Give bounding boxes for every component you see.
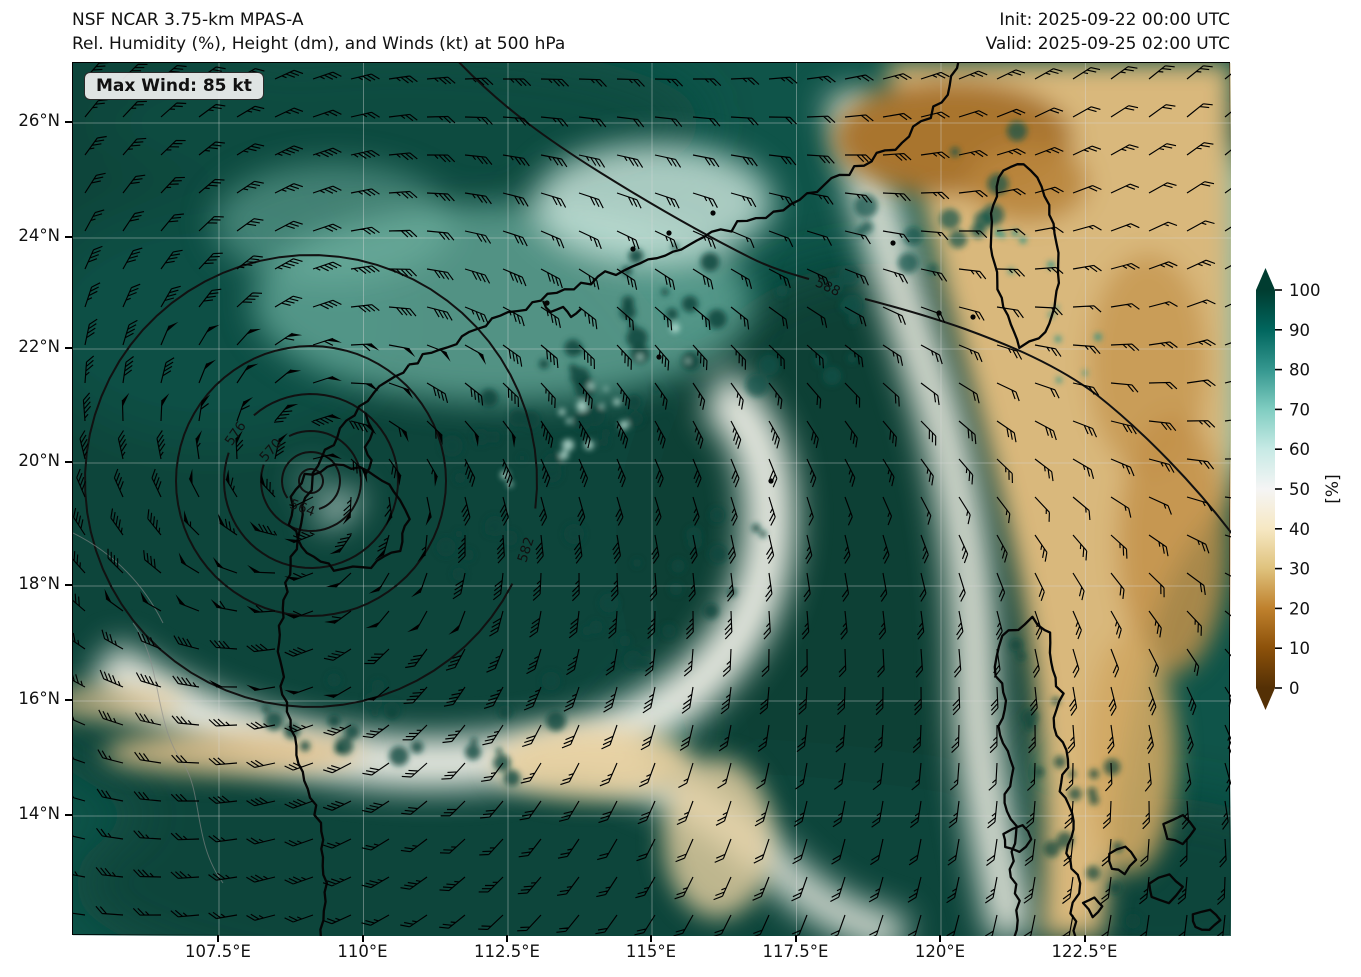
colorbar-bottom-arrow (1256, 688, 1275, 710)
x-tick-label: 112.5°E (474, 942, 540, 961)
height-contour-circle (259, 429, 363, 533)
colorbar-tick-label: 40 (1289, 520, 1310, 539)
x-tick-mark (650, 935, 652, 942)
x-tick-label: 115°E (625, 942, 677, 961)
y-tick-label: 24°N (18, 226, 60, 245)
y-tick-mark (65, 461, 72, 463)
coastline-path (1162, 813, 1197, 846)
wind-barbs (73, 63, 1231, 936)
coastline-path (1081, 896, 1104, 919)
map-plot-area: 564 570 576 582 588 (72, 62, 1231, 936)
humidity-field-dry-air (73, 63, 1231, 936)
x-tick-mark (1083, 935, 1086, 942)
y-tick-mark (65, 814, 72, 816)
height-contour-circle (298, 468, 324, 494)
run-times: Init: 2025-09-22 00:00 UTC Valid: 2025-09… (986, 8, 1230, 56)
convective-speckles (262, 121, 1141, 929)
height-contour-circle (222, 392, 400, 570)
colorbar-tick-label: 80 (1289, 361, 1310, 380)
x-tick-label: 107.5°E (185, 942, 251, 961)
colorbar-unit-label: [%] (1323, 474, 1343, 503)
contour-label-582: 582 (515, 535, 538, 564)
y-tick-label: 18°N (18, 574, 60, 593)
coastline-path (1191, 908, 1222, 932)
border-path (73, 532, 164, 624)
height-contour-circle (280, 450, 342, 510)
contour-588-east (864, 298, 1231, 535)
small-island (656, 354, 662, 360)
coastline-path (1002, 824, 1033, 854)
small-island (710, 210, 716, 216)
colorbar-tick-label: 90 (1289, 321, 1310, 340)
y-tick-label: 26°N (18, 111, 60, 130)
province-borders (73, 532, 224, 884)
x-tick-mark (361, 935, 364, 942)
x-tick-label: 122.5°E (1051, 942, 1118, 961)
x-tick-label: 110°E (337, 942, 388, 961)
coastline-path (1108, 845, 1138, 876)
colorbar-tick-label: 10 (1289, 639, 1310, 658)
small-island (666, 230, 672, 236)
x-tick-mark (939, 935, 941, 942)
colorbar-tick-label: 70 (1289, 400, 1310, 419)
colorbar-gradient-bar (1256, 290, 1275, 688)
y-tick-mark (65, 236, 72, 238)
small-island (544, 300, 550, 306)
y-tick-label: 20°N (18, 451, 60, 470)
valid-time: Valid: 2025-09-25 02:00 UTC (985, 34, 1230, 54)
max-wind-badge: Max Wind: 85 kt (84, 72, 264, 100)
x-tick-mark (217, 935, 219, 942)
colorbar-tick-label: 60 (1289, 440, 1310, 459)
colorbar-tick-label: 100 (1289, 281, 1321, 300)
colorbar-tick-label: 30 (1289, 560, 1310, 579)
height-contours (84, 63, 1231, 708)
border-path (132, 622, 224, 884)
small-island (890, 240, 896, 246)
coastline-path (542, 300, 582, 319)
height-contour-circle (174, 344, 447, 618)
title-line1: NSF NCAR 3.75-km MPAS-A (72, 10, 304, 30)
coastline-path (993, 615, 1082, 936)
colorbar-top-arrow (1256, 268, 1275, 290)
small-island (970, 314, 976, 320)
x-tick-label: 117.5°E (762, 942, 829, 961)
coastline-path (989, 163, 1061, 350)
coastline-path (1148, 873, 1184, 905)
humidity-wind-map: 564 570 576 582 588 (73, 63, 1231, 936)
x-tick-mark (506, 935, 508, 942)
title-line2: Rel. Humidity (%), Height (dm), and Wind… (72, 34, 566, 54)
wind-barb-staffs (73, 63, 1231, 936)
y-tick-mark (65, 584, 72, 586)
small-island (630, 246, 636, 252)
colorbar-tick-label: 50 (1289, 480, 1310, 499)
lat-lon-gridlines (73, 63, 1231, 936)
coastline-path (276, 364, 410, 936)
y-tick-label: 14°N (18, 804, 60, 823)
coastline-path (408, 63, 960, 366)
colorbar-tick-label: 20 (1289, 599, 1310, 618)
coastline-path (287, 463, 411, 572)
x-tick-label: 120°E (914, 942, 966, 961)
coastlines (276, 63, 1222, 936)
y-tick-mark (65, 699, 72, 701)
init-time: Init: 2025-09-22 00:00 UTC (999, 10, 1230, 30)
colorbar-tick-label: 0 (1289, 679, 1300, 698)
chart-title: NSF NCAR 3.75-km MPAS-A Rel. Humidity (%)… (72, 8, 565, 56)
y-tick-label: 16°N (18, 689, 60, 708)
x-tick-mark (794, 935, 797, 942)
y-tick-mark (65, 121, 72, 123)
y-tick-mark (65, 347, 72, 349)
height-contour-circle (84, 254, 538, 708)
coastline-path (363, 412, 375, 476)
y-tick-label: 22°N (18, 337, 60, 356)
contour-588-west (458, 63, 810, 280)
